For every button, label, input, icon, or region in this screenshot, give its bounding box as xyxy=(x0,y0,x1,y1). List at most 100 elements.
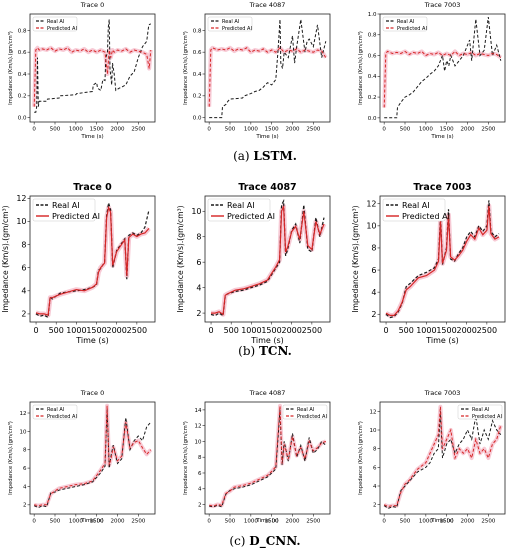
y-tick-label: 2 xyxy=(23,503,27,509)
y-tick-label: 8 xyxy=(21,240,26,249)
legend-label: Real AI xyxy=(47,407,64,413)
x-tick-label: 0 xyxy=(32,127,36,133)
x-tick-label: 1500 xyxy=(440,519,454,525)
legend-label: Predicted AI xyxy=(472,414,502,420)
y-tick-label: 8 xyxy=(23,448,27,454)
legend-label: Real AI xyxy=(222,19,239,25)
plot-area xyxy=(207,19,328,119)
caption-lstm: (a) LSTM. xyxy=(233,149,297,163)
chart-panel: Trace 4087 0 500 1000 1500 2000 2500 0.0 0.2 0.4 0… xyxy=(183,1,331,140)
x-tick-label: 1500 xyxy=(86,326,106,335)
chart-title: Trace 4087 xyxy=(249,389,286,397)
plot-area xyxy=(35,202,151,319)
x-tick-label: 0 xyxy=(207,127,211,133)
y-tick-label: 10 xyxy=(370,428,377,434)
y-tick-label: 4 xyxy=(371,288,376,297)
x-tick-label: 2000 xyxy=(461,519,475,525)
y-tick-label: 4 xyxy=(21,287,26,296)
x-axis-label: Time (s) xyxy=(80,518,103,524)
legend-label: Real AI xyxy=(47,19,64,25)
chart-title: Trace 7003 xyxy=(424,1,461,9)
y-tick-label: 12 xyxy=(370,409,377,415)
x-tick-label: 500 xyxy=(400,127,411,133)
legend-label: Predicted AI xyxy=(397,26,427,32)
x-tick-label: 0 xyxy=(382,127,386,133)
predicted-ai-line xyxy=(34,405,152,507)
legend-label: Predicted AI xyxy=(222,26,252,32)
y-tick-label: 6 xyxy=(23,466,27,472)
predicted-ai-line xyxy=(33,46,152,107)
x-tick-label: 1000 xyxy=(244,127,258,133)
charts-layer: Trace 00 500 1000 1500 2000 25000.00.20.40.60… xyxy=(1,1,506,525)
y-tick-label: 0.0 xyxy=(193,116,202,122)
y-tick-label: 2 xyxy=(371,310,376,319)
x-tick-label: 2000 xyxy=(107,326,127,335)
x-tick-label: 1500 xyxy=(90,127,104,133)
x-tick-label: 2500 xyxy=(302,326,322,335)
y-tick-label: 10 xyxy=(195,439,202,445)
chart-panel: Trace 0 0 500 1000 1500 2000 2500 0.0 0.2 0.4 0.6 0… xyxy=(8,1,156,140)
x-tick-label: 0 xyxy=(384,326,389,335)
predicted-ai-line xyxy=(383,50,502,108)
chart-title: Trace 0 xyxy=(80,389,104,397)
y-tick-label: 2 xyxy=(196,309,201,318)
plot-area xyxy=(32,19,153,113)
predicted-ai-line xyxy=(209,405,326,507)
y-tick-label: 6 xyxy=(196,258,201,267)
y-tick-label: 0.4 xyxy=(18,72,27,78)
plot-area xyxy=(210,198,327,317)
y-tick-label: 12 xyxy=(366,200,376,209)
x-tick-label: 0 xyxy=(209,326,214,335)
x-tick-label: 500 xyxy=(399,326,414,335)
x-tick-label: 1000 xyxy=(69,519,83,525)
x-tick-label: 500 xyxy=(50,519,61,525)
y-tick-label: 2 xyxy=(198,502,202,508)
y-tick-label: 0.8 xyxy=(18,28,27,34)
x-tick-label: 2500 xyxy=(306,519,320,525)
y-tick-label: 0.2 xyxy=(368,95,377,101)
legend-box xyxy=(382,16,428,32)
chart-panel: Trace 4087 0 500 1000 1500 2000 2500 2 4 6 8 10 Time… xyxy=(176,182,331,345)
y-axis-label: Impedance (Km/s).(gm/cm³) xyxy=(8,421,14,495)
predicted-ai-line xyxy=(385,205,500,316)
y-tick-label: 10 xyxy=(16,217,26,226)
x-axis-label: Time (s) xyxy=(430,518,453,524)
x-tick-label: 2500 xyxy=(481,127,495,133)
chart-panel: Trace 7003 0 500 1000 1500 2000 2500 2 4 6 8 10 12 Ti… xyxy=(358,389,506,525)
y-axis-label: Impedance (Km/s).(gm/cm³) xyxy=(176,205,185,312)
real-ai-line xyxy=(210,198,325,317)
x-tick-label: 500 xyxy=(400,519,411,525)
x-tick-label: 0 xyxy=(34,326,39,335)
x-tick-label: 1000 xyxy=(419,127,433,133)
legend-box xyxy=(32,16,78,32)
y-tick-label: 0.2 xyxy=(193,94,202,100)
y-tick-label: 8 xyxy=(371,244,376,253)
y-tick-label: 0.8 xyxy=(368,33,377,39)
predicted-ai-line xyxy=(35,205,150,316)
x-tick-label: 0 xyxy=(32,519,36,525)
plot-area xyxy=(384,200,501,319)
x-tick-label: 1000 xyxy=(241,326,261,335)
x-axis-label: Time (s) xyxy=(255,518,278,524)
plot-area xyxy=(208,403,327,509)
x-axis-label: Time (s) xyxy=(425,336,459,345)
x-tick-label: 2000 xyxy=(282,326,302,335)
y-tick-label: 4 xyxy=(198,487,202,493)
y-tick-label: 10 xyxy=(191,207,201,216)
predicted-ai-line xyxy=(383,406,502,508)
legend-label: Real AI xyxy=(52,201,80,210)
y-tick-label: 12 xyxy=(20,411,27,417)
x-tick-label: 1500 xyxy=(261,326,281,335)
legend-label: Real AI xyxy=(397,19,414,25)
chart-title: Trace 0 xyxy=(80,1,104,9)
x-tick-label: 2000 xyxy=(111,127,125,133)
x-tick-label: 2000 xyxy=(111,519,125,525)
plot-area xyxy=(382,17,503,119)
y-tick-label: 0.6 xyxy=(18,50,27,56)
x-axis-label: Time (s) xyxy=(75,336,109,345)
